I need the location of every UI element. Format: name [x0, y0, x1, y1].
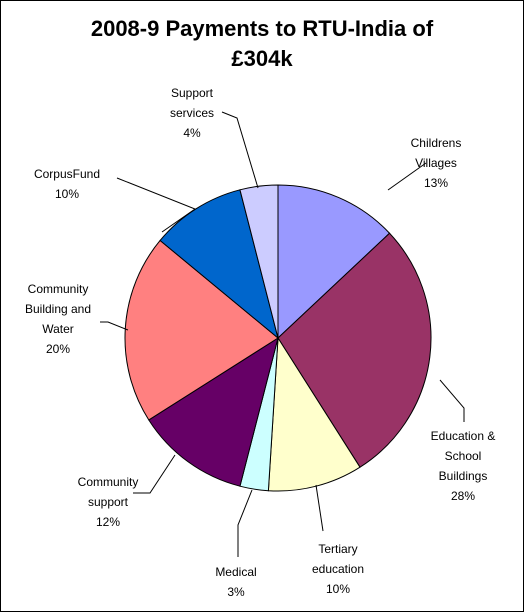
slice-percent-3: 3%	[227, 585, 245, 599]
slice-percent-1: 28%	[451, 489, 475, 503]
leader-line-3	[237, 489, 253, 557]
pie-slice-1	[277, 232, 432, 468]
leader-line-4	[133, 454, 176, 494]
slice-label-4: Community support 12%	[78, 475, 139, 529]
pie-slice-7	[239, 184, 279, 339]
slice-percent-7: 4%	[183, 126, 201, 140]
slice-percent-5: 20%	[46, 342, 70, 356]
leader-line-7	[221, 111, 259, 189]
chart-title-line-1: 2008-9 Payments to RTU-India of	[90, 16, 434, 41]
pie-slice-0	[277, 184, 391, 340]
slice-name-0: Villages	[415, 156, 457, 170]
slice-name-4: support	[88, 495, 129, 509]
slice-label-5: Community Building and Water 20%	[25, 282, 91, 356]
slice-name-1: Education &	[431, 429, 496, 443]
slice-label-1: Education & School Buildings 28%	[431, 429, 496, 503]
leader-line-5	[100, 321, 129, 331]
slice-name-6: CorpusFund	[34, 167, 100, 181]
slice-name-1: Buildings	[439, 469, 488, 483]
slice-label-7: Support services 4%	[170, 86, 214, 140]
slice-name-5: Community	[28, 282, 89, 296]
leader-line-1	[439, 379, 465, 422]
slice-name-7: Support	[171, 86, 214, 100]
slice-label-6: CorpusFund 10%	[34, 167, 100, 201]
slice-percent-0: 13%	[424, 176, 448, 190]
slice-name-1: School	[445, 449, 482, 463]
leader-line-6	[116, 177, 197, 233]
slice-name-2: Tertiary	[318, 542, 357, 556]
slice-name-5: Building and	[25, 302, 91, 316]
leader-line-0	[387, 162, 427, 191]
slice-percent-2: 10%	[326, 582, 350, 596]
slice-percent-6: 10%	[55, 187, 79, 201]
pie-slice-4	[148, 336, 279, 487]
slice-label-2: Tertiary education 10%	[312, 542, 364, 596]
slice-label-0: Childrens Villages 13%	[411, 136, 462, 190]
slice-name-2: education	[312, 562, 364, 576]
pie-slice-5	[124, 239, 279, 421]
leader-line-2	[315, 484, 324, 532]
slice-name-3: Medical	[215, 565, 256, 579]
slice-name-7: services	[170, 106, 214, 120]
chart-title-line-2: £304k	[231, 46, 293, 71]
slice-name-5: Water	[42, 322, 74, 336]
pie-slice-6	[159, 189, 279, 340]
slice-name-4: Community	[78, 475, 139, 489]
slice-percent-4: 12%	[96, 515, 120, 529]
slice-label-3: Medical 3%	[215, 565, 256, 599]
slice-name-0: Childrens	[411, 136, 462, 150]
chart-title: 2008-9 Payments to RTU-India of £304k	[0, 14, 524, 74]
